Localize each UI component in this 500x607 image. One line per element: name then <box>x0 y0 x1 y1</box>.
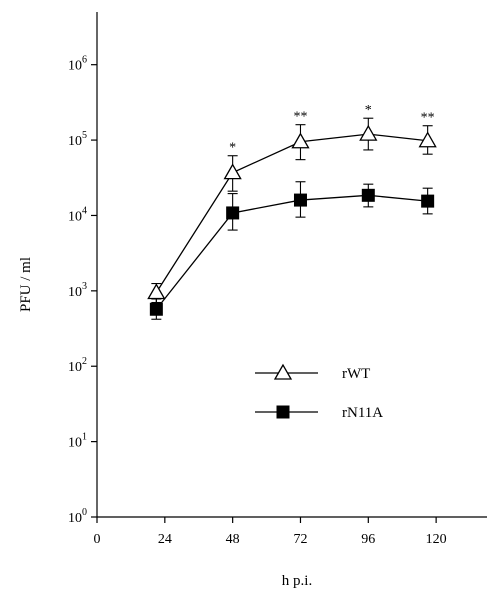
triangle-marker <box>359 124 378 141</box>
triangle-marker <box>418 131 437 148</box>
x-tick-label: 24 <box>158 532 172 547</box>
y-tick-label: 102 <box>68 356 87 375</box>
series-line <box>155 194 428 310</box>
y-tick-label: 106 <box>68 55 87 74</box>
y-tick-label: 105 <box>68 130 87 149</box>
square-marker <box>293 193 307 207</box>
series-rN11A <box>149 181 435 320</box>
series-rWT: *** *** <box>147 103 437 304</box>
square-marker <box>276 405 290 419</box>
x-axis-title: h p.i. <box>282 573 312 589</box>
series-layer: *** *** <box>147 103 437 320</box>
y-tick-label: 100 <box>68 507 87 526</box>
significance-label: * <box>365 103 372 118</box>
y-tick-label: 103 <box>68 281 87 300</box>
significance-label: * <box>229 141 236 156</box>
significance-label: ** <box>421 111 435 126</box>
legend-label-rWT: rWT <box>342 366 370 382</box>
x-tick-label: 120 <box>426 532 447 547</box>
x-axis-ticks: 0 24 48 72 96 120 <box>94 517 447 547</box>
x-tick-label: 0 <box>94 532 101 547</box>
legend: rWT rN11A <box>255 363 383 421</box>
triangle-marker <box>273 363 293 380</box>
y-axis-title: PFU / ml <box>18 257 34 312</box>
square-marker <box>361 188 375 202</box>
axes <box>96 12 487 518</box>
square-marker <box>226 206 240 220</box>
y-axis-ticks: 100 101 102 103 104 105 106 <box>68 55 97 526</box>
x-tick-label: 72 <box>293 532 307 547</box>
y-tick-label: 101 <box>68 432 87 451</box>
x-tick-label: 48 <box>226 532 240 547</box>
y-tick-label: 104 <box>68 205 87 224</box>
square-marker <box>421 194 435 208</box>
x-tick-label: 96 <box>361 532 375 547</box>
triangle-marker <box>223 163 242 180</box>
significance-label: ** <box>293 110 307 125</box>
triangle-marker <box>147 283 166 300</box>
triangle-marker <box>291 132 310 149</box>
square-marker <box>149 302 163 316</box>
series-line <box>155 133 428 293</box>
legend-label-rN11A: rN11A <box>342 405 383 421</box>
